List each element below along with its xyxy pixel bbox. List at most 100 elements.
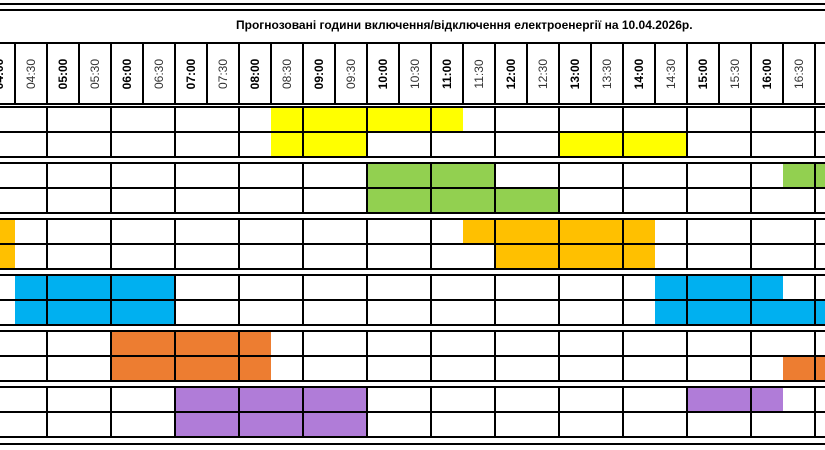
time-header-cell: 16:30 — [783, 44, 815, 104]
grid-line — [686, 42, 688, 104]
grid-line — [494, 386, 496, 438]
grid-line — [814, 386, 816, 438]
time-label: 08:00 — [248, 58, 262, 90]
grid-line — [750, 42, 752, 104]
grid-line — [334, 42, 336, 104]
grid-line — [430, 274, 432, 326]
grid-line — [0, 218, 825, 220]
grid-line — [494, 218, 496, 270]
time-header-cell: 14:00 — [623, 44, 655, 104]
grid-line — [0, 443, 825, 445]
time-header-cell: 05:30 — [79, 44, 111, 104]
time-header-cell: 10:00 — [367, 44, 399, 104]
grid-line — [206, 42, 208, 104]
grid-line — [622, 106, 624, 158]
grid-line — [430, 386, 432, 438]
grid-line — [558, 162, 560, 214]
outage-block — [111, 355, 271, 380]
grid-line — [622, 274, 624, 326]
outage-block — [175, 411, 367, 436]
grid-line — [430, 218, 432, 270]
time-label: 05:00 — [56, 58, 70, 90]
grid-line — [238, 330, 240, 382]
grid-line — [0, 380, 825, 382]
grid-line — [366, 330, 368, 382]
grid-line — [46, 218, 48, 270]
time-label: 16:30 — [792, 58, 806, 90]
grid-line — [750, 274, 752, 326]
grid-line — [0, 274, 825, 276]
grid-line — [0, 299, 825, 301]
grid-line — [686, 330, 688, 382]
schedule-title: Прогнозовані години включення/відключенн… — [0, 18, 825, 36]
time-header-cell: 10:30 — [399, 44, 431, 104]
time-header-cell: 04:30 — [15, 44, 47, 104]
outage-block — [15, 299, 175, 324]
grid-line — [46, 106, 48, 158]
grid-line — [814, 162, 816, 214]
outage-block — [783, 162, 825, 187]
time-label: 14:00 — [632, 58, 646, 90]
grid-line — [0, 42, 825, 44]
grid-line — [814, 218, 816, 270]
outage-block — [783, 355, 825, 380]
grid-line — [302, 106, 304, 158]
grid-line — [622, 162, 624, 214]
time-label: 10:00 — [376, 58, 390, 90]
grid-line — [430, 162, 432, 214]
grid-line — [494, 42, 496, 104]
time-header-cell: 06:30 — [143, 44, 175, 104]
grid-line — [110, 218, 112, 270]
grid-line — [430, 42, 432, 104]
grid-line — [174, 106, 176, 158]
grid-line — [558, 274, 560, 326]
time-label: 04:30 — [24, 58, 38, 90]
grid-line — [302, 386, 304, 438]
grid-line — [46, 330, 48, 382]
grid-line — [366, 162, 368, 214]
time-label: 09:00 — [312, 58, 326, 90]
grid-line — [238, 218, 240, 270]
grid-line — [174, 274, 176, 326]
time-header-cell: 06:00 — [111, 44, 143, 104]
grid-line — [0, 436, 825, 438]
time-header-cell: 11:00 — [431, 44, 463, 104]
grid-line — [0, 156, 825, 158]
grid-line — [782, 42, 784, 104]
grid-line — [0, 106, 825, 108]
grid-line — [0, 268, 825, 270]
grid-line — [238, 162, 240, 214]
grid-line — [558, 106, 560, 158]
grid-line — [238, 42, 240, 104]
grid-line — [110, 106, 112, 158]
grid-line — [398, 42, 400, 104]
grid-line — [622, 42, 624, 104]
time-label: 07:30 — [216, 58, 230, 90]
time-header-cell: 13:30 — [591, 44, 623, 104]
grid-line — [494, 274, 496, 326]
grid-line — [750, 218, 752, 270]
grid-line — [750, 106, 752, 158]
grid-line — [238, 106, 240, 158]
grid-line — [110, 386, 112, 438]
grid-line — [622, 218, 624, 270]
time-label: 14:30 — [664, 58, 678, 90]
grid-line — [270, 42, 272, 104]
time-label: 07:00 — [184, 58, 198, 90]
grid-line — [686, 162, 688, 214]
grid-line — [0, 103, 825, 105]
grid-line — [590, 42, 592, 104]
time-header-cell: 09:00 — [303, 44, 335, 104]
outage-block — [111, 330, 271, 355]
time-header-cell: 08:00 — [239, 44, 271, 104]
grid-line — [366, 218, 368, 270]
grid-line — [302, 42, 304, 104]
time-header-cell: 07:30 — [207, 44, 239, 104]
time-header-cell: 04:00 — [0, 44, 15, 104]
grid-line — [494, 330, 496, 382]
time-label: 13:00 — [568, 58, 582, 90]
grid-line — [0, 3, 825, 5]
grid-line — [302, 162, 304, 214]
grid-line — [814, 330, 816, 382]
